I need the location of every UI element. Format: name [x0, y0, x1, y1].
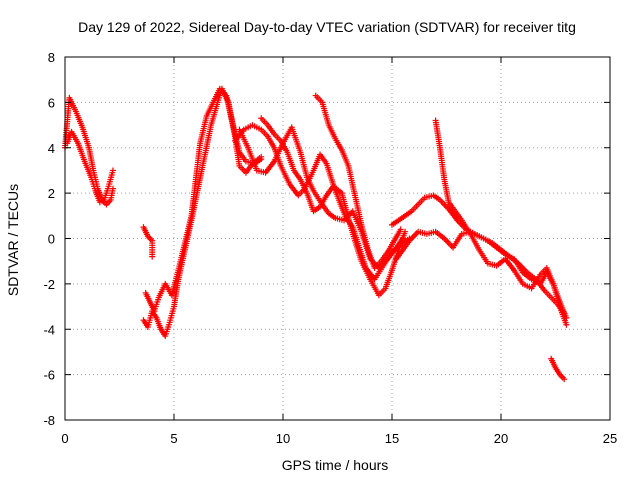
data-point-markers	[432, 117, 570, 328]
series-track-i	[312, 92, 404, 271]
series-track-l	[432, 117, 570, 328]
x-tick-label: 20	[494, 431, 508, 446]
x-tick-label: 25	[603, 431, 617, 446]
series-track-j	[389, 192, 568, 317]
data-point-markers	[389, 192, 568, 317]
y-tick-label: 6	[48, 95, 55, 110]
x-tick-label: 10	[276, 431, 290, 446]
y-tick-label: 8	[48, 50, 55, 65]
data-point-markers	[258, 115, 409, 299]
data-point-markers	[236, 124, 406, 271]
series-track-e	[140, 224, 156, 260]
y-tick-label: 0	[48, 232, 55, 247]
chart-title: Day 129 of 2022, Sidereal Day-to-day VTE…	[78, 19, 576, 35]
y-tick-label: -6	[43, 368, 55, 383]
data-points	[62, 85, 570, 383]
y-tick-label: -4	[43, 322, 55, 337]
data-point-markers	[140, 85, 265, 340]
series-track-d	[142, 85, 265, 315]
data-point-markers	[312, 92, 404, 271]
data-point-markers	[140, 224, 156, 260]
data-point-markers	[64, 128, 116, 206]
series-track-c	[140, 85, 265, 340]
x-axis-label: GPS time / hours	[282, 457, 389, 473]
series-track-g	[236, 124, 406, 271]
series-track-m	[548, 355, 568, 383]
x-tick-label: 5	[170, 431, 177, 446]
y-tick-label: -8	[43, 413, 55, 428]
grid	[65, 57, 610, 420]
axis-ticks: 0 5 10 15 20 25 -8 -6 -4 -2 0 2 4 6 8	[43, 50, 617, 446]
data-point-markers	[142, 85, 265, 315]
y-tick-label: 4	[48, 141, 55, 156]
y-tick-label: 2	[48, 186, 55, 201]
x-tick-label: 0	[61, 431, 68, 446]
data-point-markers	[548, 355, 568, 383]
y-axis-label: SDTVAR / TECUs	[5, 184, 21, 296]
series-track-b	[64, 128, 116, 206]
series-track-h	[258, 115, 409, 299]
y-tick-label: -2	[43, 277, 55, 292]
x-tick-label: 15	[385, 431, 399, 446]
